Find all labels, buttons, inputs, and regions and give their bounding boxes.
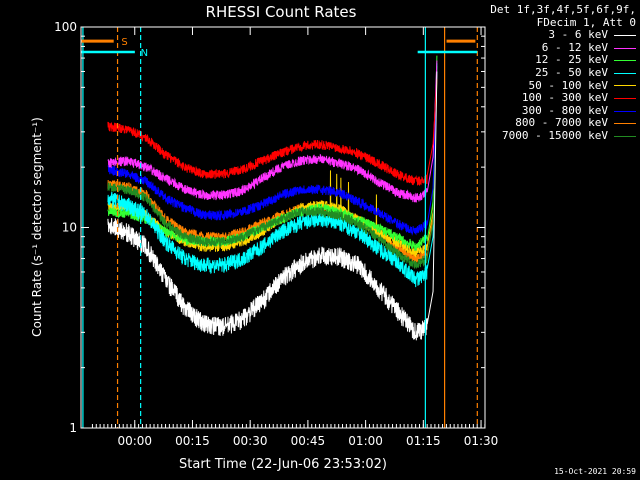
legend-entry: 3 - 6 keV	[466, 29, 636, 42]
y-axis-label: Count Rate (s⁻¹ detector segment⁻¹)	[30, 117, 44, 337]
axis-ticks: 00:00 00:15 00:30 00:45 01:00 01:15 01:30 1 10 10…	[54, 20, 498, 448]
series-line-7000-15000-kev	[107, 77, 438, 269]
y-tick-label-0: 1	[69, 421, 77, 435]
marker-label-n: N	[141, 48, 148, 59]
legend-label: 100 - 300 keV	[521, 91, 608, 105]
legend-entry: 6 - 12 keV	[466, 40, 636, 55]
legend-entry: 800 - 7000 keV	[466, 117, 636, 130]
y-tick-label-1: 10	[62, 221, 77, 235]
legend-label: 50 - 100 keV	[528, 78, 608, 92]
legend-label: 25 - 50 keV	[535, 65, 608, 79]
marker-label-s: S	[121, 37, 127, 48]
x-tick-label-5: 01:15	[406, 434, 441, 448]
legend-label: 3 - 6 keV	[548, 28, 608, 42]
legend-swatch	[614, 85, 636, 87]
x-tick-label-1: 00:15	[175, 434, 210, 448]
legend-label: 6 - 12 keV	[541, 40, 608, 54]
legend-label: 12 - 25 keV	[535, 53, 608, 67]
legend-swatch	[614, 135, 636, 137]
legend-entry: 50 - 100 keV	[466, 78, 636, 93]
x-tick-label-6: 01:30	[464, 434, 499, 448]
legend-entry: 25 - 50 keV	[466, 65, 636, 80]
legend-entry: 7000 - 15000 keV	[466, 128, 636, 143]
legend-swatch	[614, 60, 636, 62]
legend-label: 7000 - 15000 keV	[502, 128, 608, 142]
legend-swatch	[614, 123, 636, 125]
generation-timestamp: 15-Oct-2021 20:59	[554, 467, 636, 476]
legend: Det 1f,3f,4f,5f,6f,9f, FDecim 1, Att 0 3…	[466, 3, 636, 143]
series-line-3-6-kev	[107, 71, 438, 341]
legend-swatch	[614, 47, 636, 49]
legend-swatch	[614, 34, 636, 36]
legend-header-line-1: Det 1f,3f,4f,5f,6f,9f,	[490, 3, 636, 16]
legend-swatch	[614, 72, 636, 74]
chart-title: RHESSI Count Rates	[206, 3, 357, 21]
series-line-6-12-kev	[107, 60, 438, 203]
x-axis-label: Start Time (22-Jun-06 23:53:02)	[179, 457, 387, 472]
legend-label: 300 - 800 keV	[521, 103, 608, 117]
legend-entry: 300 - 800 keV	[466, 103, 636, 118]
x-tick-label-4: 01:00	[348, 434, 383, 448]
legend-label: 800 - 7000 keV	[515, 116, 608, 130]
legend-swatch	[614, 110, 636, 112]
x-tick-label-3: 00:45	[291, 434, 326, 448]
series-curves	[107, 55, 438, 341]
series-line-300-800-kev	[107, 71, 438, 236]
legend-header-line-2: FDecim 1, Att 0	[536, 15, 636, 29]
legend-swatch	[614, 97, 636, 99]
legend-entry: 100 - 300 keV	[466, 92, 636, 105]
x-tick-label-0: 00:00	[117, 434, 152, 448]
legend-entry: 12 - 25 keV	[466, 54, 636, 67]
x-tick-label-2: 00:30	[233, 434, 268, 448]
series-line-25-50-kev	[107, 63, 438, 288]
y-tick-label-2: 100	[54, 20, 77, 34]
series-line-100-300-kev	[107, 79, 438, 187]
